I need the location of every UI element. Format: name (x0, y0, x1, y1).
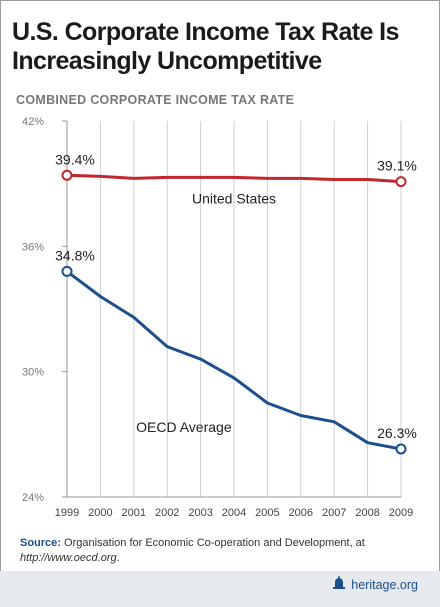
chart-subtitle: COMBINED CORPORATE INCOME TAX RATE (16, 93, 295, 107)
x-tick-label: 2006 (289, 507, 313, 519)
brand[interactable]: heritage.org (331, 576, 418, 593)
source-text: Organisation for Economic Co-operation a… (60, 537, 365, 549)
series-line-1 (65, 269, 403, 451)
series-label-oecd-average: OECD Average (136, 419, 232, 435)
x-tick-label: 2002 (155, 507, 179, 519)
end-marker-1 (395, 443, 407, 455)
series-line-0 (65, 173, 403, 184)
y-tick-label: 36% (22, 241, 44, 253)
y-tick-label: 24% (22, 492, 44, 504)
x-tick-label: 2000 (88, 507, 112, 519)
y-tick-label: 30% (22, 367, 44, 379)
bell-icon (331, 576, 347, 593)
x-tick-label: 2007 (322, 507, 346, 519)
source-label: Source: (20, 537, 61, 549)
series-label-united-states: United States (192, 190, 276, 206)
x-tick-label: 2008 (355, 507, 379, 519)
title-line-2: Increasingly Uncompetitive (12, 47, 322, 75)
x-tick-label: 2005 (255, 507, 279, 519)
source-end: . (116, 552, 120, 564)
end-value-label: 39.1% (377, 158, 417, 174)
x-tick-label: 2009 (389, 507, 413, 519)
x-tick-label: 2004 (222, 507, 246, 519)
end-value-label: 26.3% (377, 425, 417, 441)
start-value-label: 34.8% (55, 247, 95, 263)
source-note: Source: Organisation for Economic Co-ope… (20, 536, 425, 566)
x-tick-label: 2003 (188, 507, 212, 519)
start-marker-0 (61, 169, 73, 181)
x-tick-label: 1999 (55, 507, 79, 519)
y-tick-label: 42% (22, 116, 44, 128)
source-url[interactable]: http://www.oecd.org (20, 552, 117, 564)
end-marker-0 (395, 176, 407, 188)
brand-text: heritage.org (351, 577, 418, 592)
title-line-1: U.S. Corporate Income Tax Rate Is (12, 18, 399, 46)
x-tick-label: 2001 (122, 507, 146, 519)
start-marker-1 (61, 265, 73, 277)
footer-bar (0, 571, 440, 607)
chart-title: U.S. Corporate Income Tax Rate Is Increa… (12, 18, 427, 76)
start-value-label: 39.4% (55, 151, 95, 167)
